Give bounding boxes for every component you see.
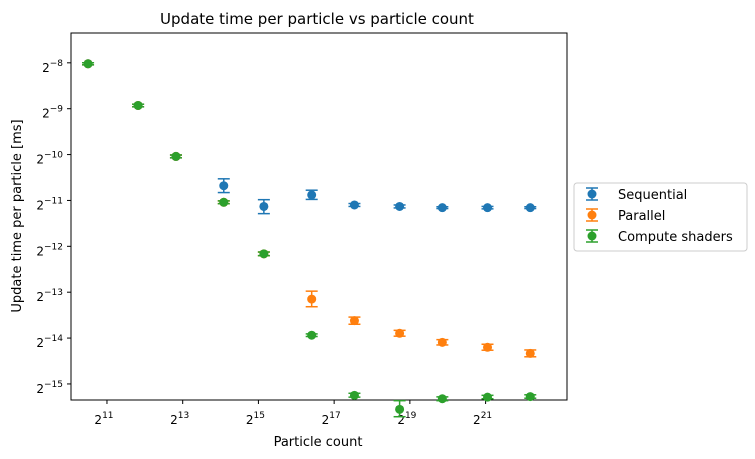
y-axis-title: Update time per particle [ms] [10, 119, 25, 312]
data-point [483, 392, 493, 402]
data-point [259, 249, 269, 259]
x-tick-label: 221 [473, 411, 492, 427]
legend-frame [573, 182, 748, 252]
legend-label: Sequential [618, 188, 687, 203]
data-point [349, 316, 359, 326]
y-tick-label: 2−12 [36, 242, 63, 258]
y-tick-label: 2−8 [42, 59, 63, 75]
x-tick-label: 219 [397, 411, 416, 427]
x-tick-label: 217 [322, 411, 341, 427]
data-point [525, 348, 535, 358]
x-tick-label: 215 [246, 411, 265, 427]
data-point [307, 330, 317, 340]
data-point [395, 328, 405, 338]
x-axis: 211 213 215 217 219 221 [94, 400, 492, 427]
plot-frame [70, 32, 568, 401]
legend-label: Compute shaders [618, 230, 733, 245]
y-tick-label: 2−10 [36, 151, 63, 167]
plot-area [70, 32, 568, 401]
series-0 [82, 59, 537, 215]
data-point [437, 203, 447, 213]
data-point [307, 294, 317, 304]
y-tick-label: 2−13 [36, 288, 63, 304]
x-tick-label: 211 [94, 411, 113, 427]
data-point [171, 151, 181, 161]
data-point [83, 59, 93, 69]
data-point [437, 337, 447, 347]
data-point [133, 100, 143, 110]
legend: Sequential Parallel Compute shaders [573, 182, 748, 252]
legend-label: Parallel [618, 209, 665, 224]
legend-marker [587, 210, 597, 220]
data-point [483, 342, 493, 352]
y-tick-label: 2−15 [36, 380, 63, 396]
x-axis-title: Particle count [274, 435, 363, 450]
data-point [259, 201, 269, 211]
legend-marker [587, 231, 597, 241]
data-point [525, 203, 535, 213]
chart-title: Update time per particle vs particle cou… [160, 10, 474, 28]
legend-marker [587, 189, 597, 199]
series-1 [82, 59, 537, 358]
data-point [483, 203, 493, 213]
y-tick-label: 2−14 [36, 334, 63, 350]
data-point [437, 394, 447, 404]
data-point [525, 392, 535, 402]
data-point [349, 390, 359, 400]
data-point [219, 181, 229, 191]
data-point [349, 200, 359, 210]
x-tick-label: 213 [170, 411, 189, 427]
data-point [307, 190, 317, 200]
data-point [395, 201, 405, 211]
y-tick-label: 2−11 [36, 196, 63, 212]
series-2 [82, 59, 537, 418]
y-tick-label: 2−9 [42, 105, 63, 121]
y-axis: 2−8 2−9 2−10 2−11 2−12 2−13 2−14 2−15 [36, 59, 71, 396]
series-layer [82, 59, 537, 418]
data-point [219, 197, 229, 207]
data-point [395, 404, 405, 414]
